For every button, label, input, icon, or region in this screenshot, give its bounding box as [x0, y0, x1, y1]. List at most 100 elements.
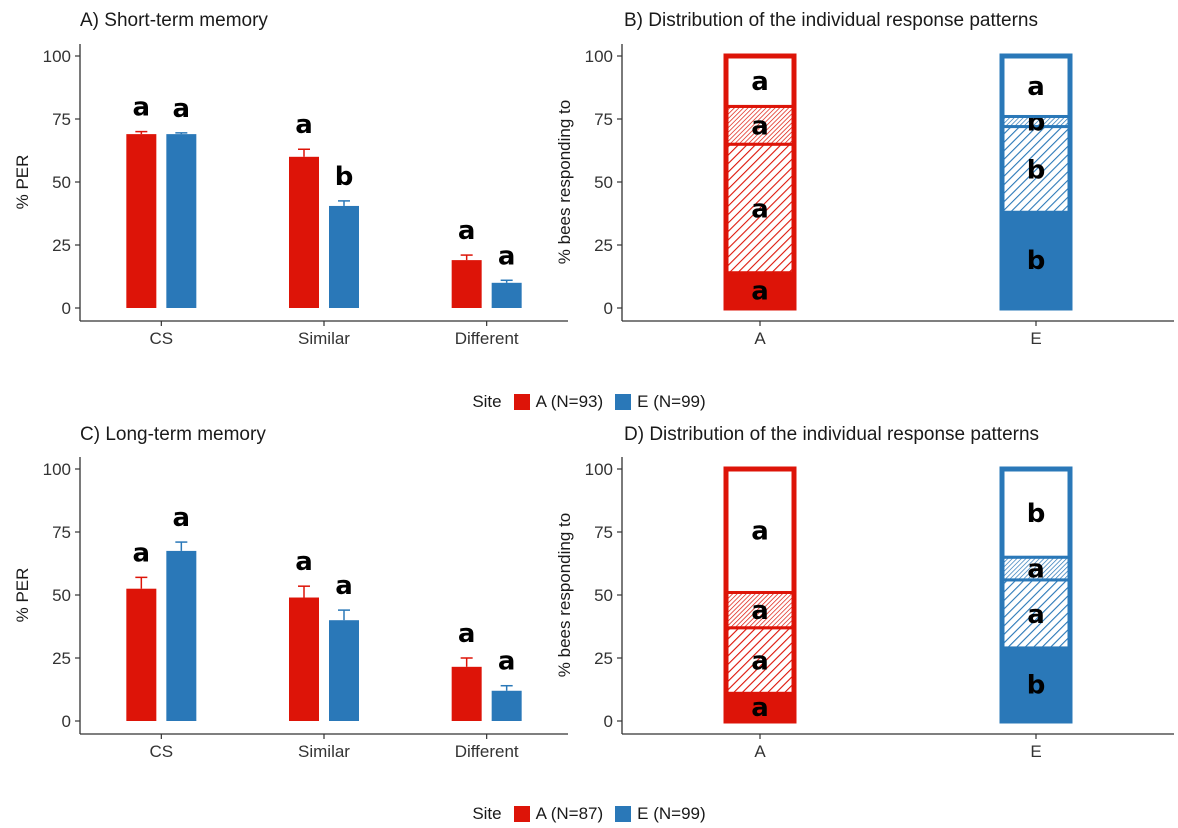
significance-letter: a [751, 111, 769, 141]
bar [451, 666, 482, 721]
legend-title: Site [472, 392, 502, 411]
bar [451, 260, 482, 308]
significance-letter: a [751, 517, 769, 547]
significance-letter: a [173, 503, 191, 533]
legend-label-a: A (N=93) [535, 392, 604, 411]
x-tick-label: E [1030, 742, 1041, 761]
y-axis-label: % PER [13, 568, 32, 623]
legend-bottom: Site A (N=87) E (N=99) [0, 802, 1178, 826]
legend-item-e: E (N=99) [615, 392, 706, 412]
y-axis-label: % bees responding to [555, 100, 574, 264]
y-tick-label: 75 [52, 523, 71, 542]
significance-letter: b [1027, 670, 1046, 700]
panel-title: C) Long-term memory [80, 424, 266, 445]
significance-letter: a [498, 241, 516, 271]
significance-letter: a [335, 571, 353, 601]
y-tick-label: 50 [52, 173, 71, 192]
legend-swatch-a [513, 394, 530, 410]
significance-letter: a [133, 538, 151, 568]
significance-letter: a [295, 110, 313, 140]
bar [329, 205, 359, 308]
y-tick-label: 0 [62, 712, 71, 731]
bar [126, 134, 157, 308]
legend-label-e: E (N=99) [637, 392, 706, 411]
bar [126, 588, 157, 721]
legend-swatch-e [615, 806, 632, 822]
stack-outline [723, 466, 797, 724]
significance-letter: b [1027, 155, 1046, 185]
legend-swatch-a [513, 806, 530, 822]
legend-top: Site A (N=93) E (N=99) [0, 390, 1178, 414]
legend-item-a: A (N=87) [513, 804, 603, 824]
legend-item-a: A (N=93) [513, 392, 604, 412]
significance-letter: a [751, 647, 769, 677]
significance-letter: a [1027, 600, 1045, 630]
legend-title: Site [472, 804, 502, 823]
y-axis-label: % PER [13, 155, 32, 210]
x-tick-label: E [1030, 329, 1041, 348]
x-tick-label: Different [455, 329, 519, 348]
legend-swatch-e [615, 394, 632, 410]
significance-letter: a [751, 194, 769, 224]
y-tick-label: 0 [604, 712, 613, 731]
bar [166, 134, 197, 308]
panel-b: B) Distribution of the individual respon… [555, 10, 1174, 348]
significance-letter: b [335, 162, 354, 192]
x-tick-label: A [754, 329, 766, 348]
x-tick-label: CS [150, 329, 174, 348]
significance-letter: a [458, 216, 476, 246]
panel-title: B) Distribution of the individual respon… [624, 10, 1038, 31]
significance-letter: b [1027, 499, 1046, 529]
y-tick-label: 50 [594, 586, 613, 605]
significance-letter: a [751, 596, 769, 626]
y-axis-label: % bees responding to [555, 513, 574, 677]
significance-letter: a [1027, 72, 1045, 102]
x-tick-label: CS [150, 742, 174, 761]
bar [491, 690, 522, 721]
y-tick-label: 100 [585, 47, 613, 66]
legend-item-e: E (N=99) [615, 804, 706, 824]
significance-letter: a [173, 94, 191, 124]
y-tick-label: 50 [52, 586, 71, 605]
y-tick-label: 75 [594, 523, 613, 542]
significance-letter: a [458, 619, 476, 649]
legend-label-e: E (N=99) [637, 804, 706, 823]
significance-letter: a [751, 693, 769, 723]
y-tick-label: 25 [52, 236, 71, 255]
significance-letter: a [751, 67, 769, 97]
bar [166, 550, 197, 721]
bar [329, 620, 359, 721]
y-tick-label: 100 [43, 460, 71, 479]
y-tick-label: 100 [585, 460, 613, 479]
bar [289, 156, 319, 308]
y-tick-label: 0 [62, 299, 71, 318]
panel-d: D) Distribution of the individual respon… [555, 424, 1174, 761]
significance-letter: a [498, 647, 516, 677]
bar [491, 282, 522, 308]
significance-letter: a [1027, 555, 1045, 585]
bar [289, 597, 319, 721]
x-tick-label: Different [455, 742, 519, 761]
significance-letter: b [1027, 246, 1046, 276]
y-tick-label: 75 [52, 110, 71, 129]
x-tick-label: Similar [298, 742, 350, 761]
significance-letter: a [295, 547, 313, 577]
stack-outline [723, 53, 797, 311]
x-tick-label: Similar [298, 329, 350, 348]
x-tick-label: A [754, 742, 766, 761]
y-tick-label: 25 [594, 236, 613, 255]
y-tick-label: 25 [594, 649, 613, 668]
stack-outline [999, 53, 1073, 311]
stack-outline [999, 466, 1073, 724]
y-tick-label: 0 [604, 299, 613, 318]
y-tick-label: 25 [52, 649, 71, 668]
significance-letter: a [751, 276, 769, 306]
y-tick-label: 50 [594, 173, 613, 192]
y-tick-label: 100 [43, 47, 71, 66]
y-tick-label: 75 [594, 110, 613, 129]
significance-letter: a [133, 93, 151, 123]
panel-title: A) Short-term memory [80, 10, 268, 31]
